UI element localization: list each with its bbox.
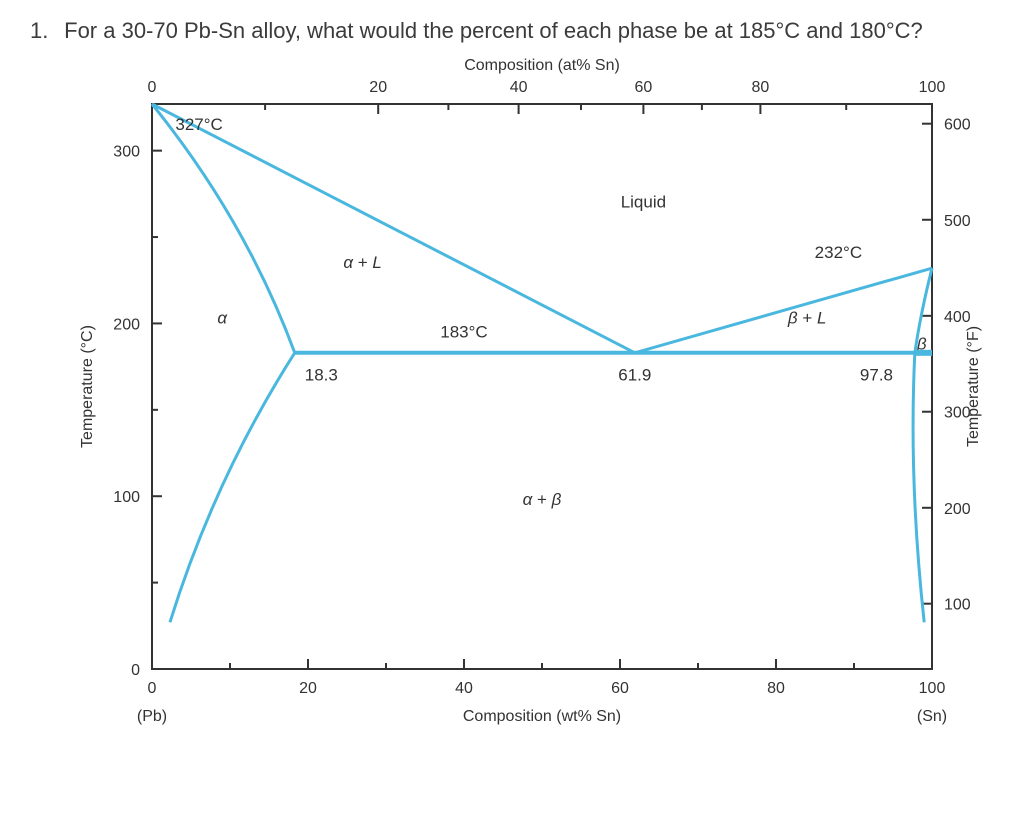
svg-text:100: 100 — [944, 596, 971, 613]
svg-text:200: 200 — [944, 500, 971, 517]
region-liquid: Liquid — [621, 192, 666, 211]
svg-text:20: 20 — [299, 680, 317, 697]
mp-pb-label: 327°C — [175, 115, 222, 134]
svg-text:40: 40 — [510, 79, 528, 96]
svg-text:0: 0 — [131, 662, 140, 679]
eutectic-temp-label: 183°C — [440, 322, 487, 341]
svg-text:100: 100 — [113, 489, 140, 506]
svg-text:0: 0 — [148, 680, 157, 697]
svg-text:(Pb): (Pb) — [137, 708, 167, 725]
svg-text:300: 300 — [113, 143, 140, 160]
svg-text:100: 100 — [919, 79, 946, 96]
svg-text:500: 500 — [944, 212, 971, 229]
svg-text:100: 100 — [919, 680, 946, 697]
svg-text:60: 60 — [611, 680, 629, 697]
question-text: 1. For a 30-70 Pb-Sn alloy, what would t… — [24, 16, 1000, 46]
svg-text:200: 200 — [113, 316, 140, 333]
svg-text:Temperature (°F): Temperature (°F) — [965, 326, 982, 447]
svg-text:Temperature (°C): Temperature (°C) — [79, 325, 96, 448]
svg-text:20: 20 — [369, 79, 387, 96]
beta-limit-label: 97.8 — [860, 365, 893, 384]
svg-text:80: 80 — [752, 79, 770, 96]
question-number: 1. — [30, 16, 58, 46]
mp-sn-label: 232°C — [815, 242, 862, 261]
svg-text:400: 400 — [944, 309, 971, 326]
question-body: For a 30-70 Pb-Sn alloy, what would the … — [64, 18, 923, 43]
svg-text:(Sn): (Sn) — [917, 708, 947, 725]
phase-diagram: 0 20 40 60 80 100 Composition (wt% Sn) (Pb) (Sn)… — [42, 54, 982, 754]
region-alpha-L: α + L — [343, 253, 382, 272]
region-alpha: α — [217, 308, 228, 327]
svg-text:40: 40 — [455, 680, 473, 697]
svg-text:80: 80 — [767, 680, 785, 697]
svg-text:0: 0 — [148, 79, 157, 96]
beta-marker — [915, 349, 932, 355]
svg-text:60: 60 — [635, 79, 653, 96]
region-alpha-beta: α + β — [523, 490, 562, 509]
svg-text:600: 600 — [944, 116, 971, 133]
svg-text:Composition (wt% Sn): Composition (wt% Sn) — [463, 708, 621, 725]
svg-text:Composition (at% Sn): Composition (at% Sn) — [464, 57, 620, 74]
eutectic-comp-label: 61.9 — [618, 365, 651, 384]
region-beta-L: β + L — [787, 308, 827, 327]
alpha-limit-label: 18.3 — [305, 365, 338, 384]
